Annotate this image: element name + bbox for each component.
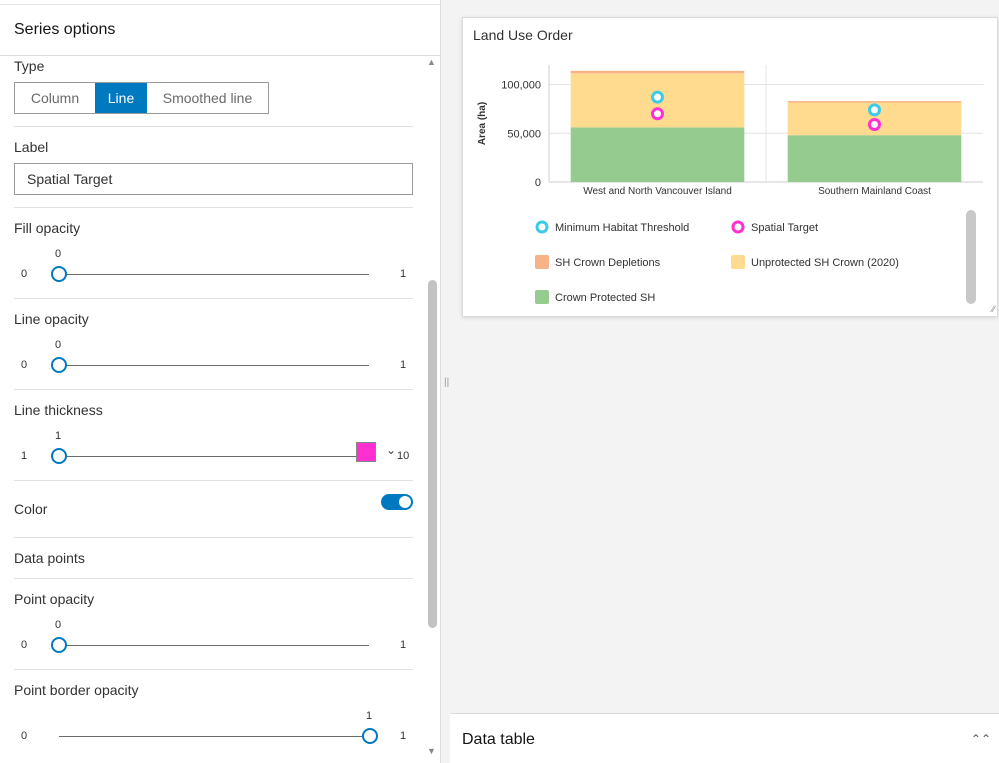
fill-opacity-thumb[interactable] — [51, 266, 67, 282]
line-opacity-label: Line opacity — [14, 311, 89, 327]
panel-title: Series options — [14, 21, 116, 38]
point-border-opacity-min: 0 — [21, 730, 28, 742]
color-label: Color — [14, 501, 48, 517]
line-thickness-max: 10 — [397, 450, 410, 462]
data-point — [868, 103, 881, 117]
toggle-knob — [399, 496, 411, 508]
divider — [14, 207, 413, 208]
color-swatch[interactable] — [356, 442, 376, 462]
line-thickness-value: 1 — [55, 430, 62, 442]
divider — [14, 126, 413, 127]
y-tick-label: 0 — [535, 177, 541, 189]
data-point — [651, 107, 664, 121]
data-point — [868, 117, 881, 131]
divider — [14, 389, 413, 390]
line-opacity-min: 0 — [21, 359, 28, 371]
scroll-up-icon[interactable]: ▲ — [427, 57, 436, 67]
divider — [14, 298, 413, 299]
y-tick-label: 100,000 — [501, 80, 541, 92]
legend-label: Spatial Target — [751, 222, 818, 234]
legend-swatch — [535, 220, 549, 234]
data-points-toggle[interactable] — [381, 494, 413, 510]
label-field-label: Label — [14, 139, 49, 155]
line-thickness-track[interactable] — [59, 456, 369, 457]
legend-label: SH Crown Depletions — [555, 257, 661, 269]
line-opacity-max: 1 — [400, 359, 407, 371]
data-point — [651, 90, 664, 104]
legend-swatch — [731, 255, 745, 269]
legend-label: Minimum Habitat Threshold — [555, 222, 689, 234]
series-label-input[interactable]: Spatial Target — [14, 163, 413, 195]
chart-title: Land Use Order — [473, 27, 573, 43]
line-opacity-track[interactable] — [59, 365, 369, 366]
bar-segment — [570, 70, 745, 74]
type-option-line[interactable]: Line — [95, 83, 147, 113]
type-option-column[interactable]: Column — [30, 90, 80, 106]
resize-grip-icon[interactable]: ∕∕ — [991, 304, 995, 314]
legend-label: Crown Protected SH — [555, 292, 655, 304]
data-table-title: Data table — [462, 731, 535, 748]
line-thickness-label: Line thickness — [14, 402, 103, 418]
line-thickness-min: 1 — [21, 450, 28, 462]
legend-swatch — [731, 220, 745, 234]
series-options-panel: Series options Type Column Line Smoothed… — [0, 0, 441, 763]
double-chevron-up-icon[interactable]: ⌃⌃ — [970, 732, 991, 746]
point-border-opacity-thumb[interactable] — [362, 728, 378, 744]
fill-opacity-min: 0 — [21, 268, 28, 280]
point-border-opacity-value: 1 — [366, 710, 373, 722]
land-use-chart: 0 50,000 100,000 Area (ha) West and North Va… — [477, 65, 983, 304]
fill-opacity-track[interactable] — [59, 274, 369, 275]
panel-scrollbar-thumb[interactable] — [428, 280, 437, 628]
panel-header: Series options — [0, 4, 440, 56]
legend-label: Unprotected SH Crown (2020) — [751, 257, 899, 269]
bar-segment — [787, 101, 962, 103]
x-tick-label: West and North Vancouver Island — [583, 186, 732, 197]
legend-scrollbar-thumb[interactable] — [966, 210, 976, 304]
point-border-opacity-max: 1 — [400, 730, 407, 742]
point-opacity-max: 1 — [400, 639, 407, 651]
line-opacity-value: 0 — [55, 339, 62, 351]
chevron-down-icon[interactable]: ⌄ — [386, 443, 397, 457]
point-opacity-track[interactable] — [59, 645, 369, 646]
divider — [14, 578, 413, 579]
divider — [14, 537, 413, 538]
point-opacity-value: 0 — [55, 619, 62, 631]
divider — [14, 669, 413, 670]
point-opacity-label: Point opacity — [14, 591, 95, 607]
splitter-handle-icon[interactable]: || — [444, 377, 450, 388]
data-table-panel[interactable]: Data table ⌃⌃ — [450, 713, 999, 763]
y-axis-label: Area (ha) — [477, 102, 488, 145]
point-opacity-thumb[interactable] — [51, 637, 67, 653]
legend-swatch — [535, 255, 549, 269]
bar-segment — [787, 135, 962, 182]
fill-opacity-max: 1 — [400, 268, 407, 280]
point-opacity-min: 0 — [21, 639, 28, 651]
type-option-smoothed-line[interactable]: Smoothed line — [162, 90, 253, 106]
fill-opacity-label: Fill opacity — [14, 220, 81, 236]
type-segmented-control: Column Line Smoothed line — [14, 82, 269, 114]
data-points-label: Data points — [14, 550, 85, 566]
legend-swatch — [535, 290, 549, 304]
y-tick-label: 50,000 — [507, 128, 541, 140]
point-border-opacity-track[interactable] — [59, 736, 369, 737]
x-tick-label: Southern Mainland Coast — [818, 186, 931, 197]
type-label: Type — [14, 58, 45, 74]
line-thickness-thumb[interactable] — [51, 448, 67, 464]
chart-card: Land Use Order 0 50,000 100,000 Area (ha) We… — [462, 17, 998, 317]
point-border-opacity-label: Point border opacity — [14, 682, 139, 698]
line-opacity-thumb[interactable] — [51, 357, 67, 373]
fill-opacity-value: 0 — [55, 248, 62, 260]
options-scroll-area: Type Column Line Smoothed line Label Spa… — [0, 56, 440, 763]
divider — [14, 480, 413, 481]
scroll-down-icon[interactable]: ▼ — [427, 746, 436, 756]
bar-segment — [570, 127, 745, 182]
